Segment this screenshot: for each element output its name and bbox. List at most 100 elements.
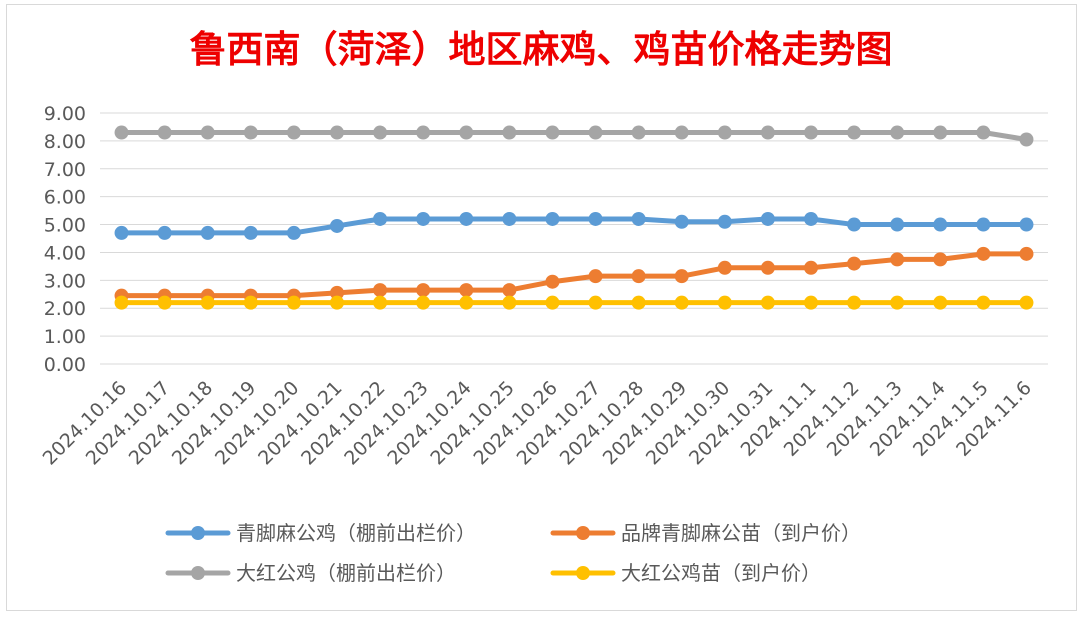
data-point <box>502 295 517 310</box>
data-point <box>674 214 689 229</box>
data-point <box>976 295 991 310</box>
data-point <box>890 295 905 310</box>
data-point <box>114 225 129 240</box>
data-point <box>459 295 474 310</box>
y-axis-ticks: 0.00 1.00 2.00 3.00 4.00 5.00 6.00 7.00 8.00 9.00 <box>44 103 86 376</box>
data-point <box>1019 132 1034 147</box>
data-point <box>502 125 517 140</box>
data-point <box>588 295 603 310</box>
data-point <box>1019 295 1034 310</box>
data-point <box>243 295 258 310</box>
series-line <box>119 130 1029 142</box>
data-point <box>373 125 388 140</box>
legend-label: 大红公鸡苗（到户价） <box>621 561 821 585</box>
data-point <box>157 225 172 240</box>
legend-item: 大红公鸡苗（到户价） <box>550 561 821 585</box>
data-point <box>674 295 689 310</box>
data-point <box>330 125 344 140</box>
legend-label: 大红公鸡（棚前出栏价） <box>236 561 456 585</box>
data-point <box>1019 246 1034 261</box>
data-point <box>416 211 431 226</box>
data-point <box>631 211 646 226</box>
data-point <box>502 283 517 298</box>
data-point <box>545 125 560 140</box>
data-point <box>416 283 431 298</box>
series-line <box>119 251 1029 299</box>
data-point <box>847 125 862 140</box>
series-3 <box>114 295 1034 310</box>
data-point <box>459 211 474 226</box>
y-tick-label: 5.00 <box>44 215 86 237</box>
data-point <box>373 295 388 310</box>
chart-title: 鲁西南（菏泽）地区麻鸡、鸡苗价格走势图 <box>190 27 893 71</box>
x-axis-ticks: 2024.10.162024.10.172024.10.182024.10.19… <box>39 377 1036 469</box>
data-point <box>243 125 258 140</box>
data-point <box>760 295 775 310</box>
y-tick-label: 1.00 <box>44 326 86 348</box>
data-point <box>1019 217 1034 232</box>
legend-item: 品牌青脚麻公苗（到户价） <box>550 521 861 545</box>
data-point <box>631 269 646 284</box>
data-point <box>804 211 818 226</box>
series-0 <box>114 211 1034 240</box>
data-point <box>890 217 905 232</box>
data-point <box>717 125 732 140</box>
legend-swatch-marker <box>191 566 205 580</box>
data-point <box>286 295 301 310</box>
data-point <box>200 125 215 140</box>
legend-swatch-marker <box>576 526 590 540</box>
data-point <box>114 125 129 140</box>
data-point <box>286 125 301 140</box>
data-point <box>890 252 905 267</box>
series-1 <box>114 246 1034 303</box>
data-point <box>760 260 775 275</box>
data-point <box>157 125 172 140</box>
data-point <box>502 211 517 226</box>
series-layer <box>114 125 1034 310</box>
data-point <box>717 295 732 310</box>
data-point <box>674 269 689 284</box>
series-line <box>119 216 1029 236</box>
data-point <box>545 274 560 289</box>
legend-swatch-marker <box>191 526 205 540</box>
data-point <box>760 211 775 226</box>
data-point <box>286 225 301 240</box>
data-point <box>933 252 948 267</box>
data-point <box>933 217 948 232</box>
legend-label: 品牌青脚麻公苗（到户价） <box>621 521 861 545</box>
y-tick-label: 2.00 <box>44 298 86 320</box>
data-point <box>976 246 991 261</box>
data-point <box>588 125 603 140</box>
grid-layer <box>100 112 1048 365</box>
y-tick-label: 3.00 <box>44 270 86 292</box>
data-point <box>760 125 775 140</box>
data-point <box>330 295 344 310</box>
y-tick-label: 6.00 <box>44 187 86 209</box>
data-point <box>330 218 344 233</box>
y-tick-label: 9.00 <box>44 103 86 125</box>
data-point <box>416 295 431 310</box>
data-point <box>804 125 818 140</box>
data-point <box>976 125 991 140</box>
y-tick-label: 4.00 <box>44 242 86 264</box>
data-point <box>545 211 560 226</box>
data-point <box>804 295 818 310</box>
data-point <box>588 211 603 226</box>
data-point <box>976 217 991 232</box>
data-point <box>416 125 431 140</box>
data-point <box>631 125 646 140</box>
legend-item: 青脚麻公鸡（棚前出栏价） <box>165 521 476 545</box>
y-tick-label: 7.00 <box>44 159 86 181</box>
data-point <box>459 283 474 298</box>
data-point <box>847 256 862 271</box>
y-tick-label: 8.00 <box>44 131 86 153</box>
data-point <box>890 125 905 140</box>
data-point <box>373 211 388 226</box>
legend-label: 青脚麻公鸡（棚前出栏价） <box>236 521 476 545</box>
data-point <box>545 295 560 310</box>
data-point <box>200 295 215 310</box>
data-point <box>674 125 689 140</box>
data-point <box>114 295 129 310</box>
data-point <box>631 295 646 310</box>
